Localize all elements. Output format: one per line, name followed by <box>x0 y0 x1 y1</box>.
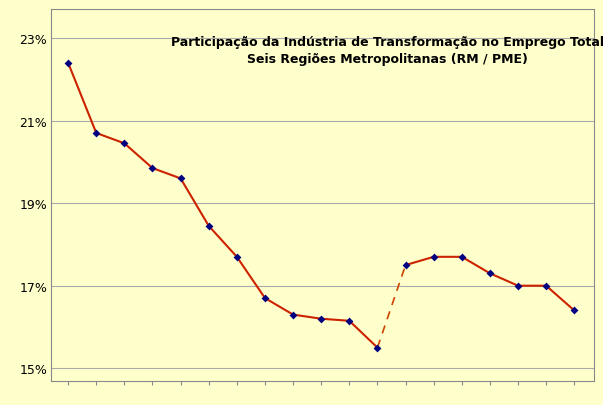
Point <box>92 130 101 137</box>
Point <box>344 318 354 324</box>
Point <box>119 141 129 147</box>
Point <box>232 254 242 260</box>
Point <box>176 176 186 182</box>
Point <box>260 295 270 302</box>
Point <box>63 60 73 67</box>
Point <box>204 223 213 230</box>
Point <box>541 283 551 289</box>
Point <box>457 254 467 260</box>
Point <box>317 315 326 322</box>
Point <box>513 283 523 289</box>
Point <box>401 262 411 269</box>
Point <box>485 271 494 277</box>
Point <box>429 254 438 260</box>
Text: Participação da Indústria de Transformação no Emprego Total
Seis Regiões Metropo: Participação da Indústria de Transformaç… <box>171 36 603 66</box>
Point <box>569 307 579 314</box>
Point <box>373 345 382 351</box>
Point <box>148 165 157 172</box>
Point <box>288 311 298 318</box>
